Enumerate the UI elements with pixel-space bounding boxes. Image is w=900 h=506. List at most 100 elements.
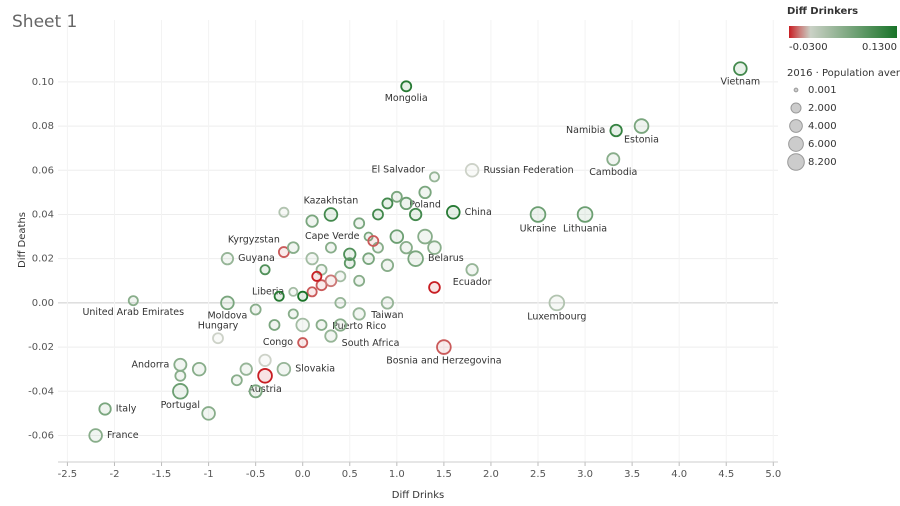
point-label: Ecuador — [453, 277, 492, 288]
point-label: Andorra — [131, 359, 169, 370]
point-label: Lithuania — [563, 223, 607, 234]
point — [380, 258, 395, 272]
color-legend-bar — [789, 26, 897, 38]
point — [172, 383, 189, 400]
point — [333, 318, 347, 332]
point — [297, 290, 309, 302]
point — [295, 317, 310, 333]
point — [399, 196, 413, 211]
point — [174, 369, 187, 382]
point — [239, 362, 253, 376]
x-tick-label: 0.5 — [342, 469, 358, 480]
x-tick-label: 5.0 — [765, 469, 781, 480]
point — [633, 118, 650, 134]
point — [98, 402, 112, 416]
point — [268, 319, 281, 331]
point — [276, 361, 292, 377]
point-label: Slovakia — [295, 364, 335, 375]
point — [127, 295, 139, 307]
point — [173, 357, 188, 372]
size-legend-mark — [793, 87, 799, 93]
point-label: Cape Verde — [305, 231, 360, 242]
point — [287, 308, 299, 320]
point — [529, 206, 547, 223]
point-label: Vietnam — [721, 76, 761, 87]
point — [428, 171, 440, 183]
point — [372, 208, 384, 221]
point — [343, 257, 356, 270]
point-label: Luxembourg — [527, 312, 586, 323]
point — [257, 368, 273, 384]
x-tick-label: -1.5 — [152, 469, 172, 480]
y-tick-label: -0.06 — [28, 430, 54, 441]
point — [733, 61, 748, 76]
point-label: China — [465, 207, 492, 218]
color-legend-label: -0.0300 — [789, 42, 828, 53]
x-tick-label: 1.0 — [389, 469, 405, 480]
point-label: Taiwan — [370, 310, 403, 321]
point — [305, 214, 319, 228]
point-label: United Arab Emirates — [82, 307, 184, 318]
point-label: Belarus — [428, 253, 464, 264]
size-legend-label: 0.001 — [808, 85, 837, 96]
point — [201, 406, 216, 421]
x-tick-label: 4.5 — [718, 469, 734, 480]
point-label: Russian Federation — [483, 165, 573, 176]
point-label: Puerto Rico — [332, 321, 386, 332]
color-legend-title: Diff Drinkers — [787, 6, 858, 17]
point-label: Italy — [116, 403, 137, 414]
point — [343, 247, 357, 261]
point-label: France — [107, 430, 139, 441]
point — [606, 152, 621, 167]
point — [191, 361, 207, 377]
x-tick-label: 4.0 — [671, 469, 687, 480]
point-label: Moldova — [207, 311, 247, 322]
point — [306, 286, 318, 298]
point — [311, 270, 323, 282]
x-tick-label: 2.5 — [530, 469, 546, 480]
x-tick-label: -2.5 — [58, 469, 78, 480]
point — [324, 329, 338, 343]
point-label: Cambodia — [589, 167, 637, 178]
x-tick-label: 3.0 — [577, 469, 593, 480]
size-legend-mark — [789, 119, 803, 133]
point — [278, 206, 290, 218]
size-legend-label: 8.200 — [808, 157, 837, 168]
point — [609, 123, 623, 138]
point-label: Congo — [263, 337, 293, 348]
point — [249, 303, 262, 316]
x-tick-label: 3.5 — [624, 469, 640, 480]
size-legend-title: 2016 · Population averag... — [787, 68, 900, 79]
x-tick-label: 0.0 — [295, 469, 311, 480]
x-tick-label: -1 — [204, 469, 214, 480]
x-tick-label: 1.5 — [436, 469, 452, 480]
point — [323, 207, 339, 222]
point-label: Ukraine — [520, 223, 557, 234]
point — [418, 185, 432, 200]
size-legend-label: 2.000 — [808, 103, 837, 114]
point-label: Austria — [248, 384, 282, 395]
x-tick-label: -2 — [109, 469, 119, 480]
size-legend-label: 6.000 — [808, 139, 837, 150]
point — [259, 264, 271, 276]
y-tick-label: 0.00 — [32, 298, 54, 309]
point — [212, 332, 224, 345]
point — [324, 274, 338, 288]
point-label: Hungary — [198, 321, 239, 332]
point-label: Mongolia — [385, 93, 428, 104]
y-tick-label: -0.04 — [28, 386, 54, 397]
x-axis-title: Diff Drinks — [392, 490, 444, 501]
point-label: Namibia — [566, 125, 605, 136]
point — [288, 286, 299, 297]
point — [380, 296, 395, 310]
size-legend-mark — [787, 153, 805, 171]
size-legend-mark — [790, 102, 802, 114]
point — [315, 319, 328, 331]
point-label: Guyana — [238, 253, 275, 264]
y-tick-label: 0.06 — [32, 165, 54, 176]
point — [334, 296, 347, 309]
point — [428, 281, 441, 294]
point — [230, 374, 243, 387]
x-tick-label: -0.5 — [246, 469, 266, 480]
